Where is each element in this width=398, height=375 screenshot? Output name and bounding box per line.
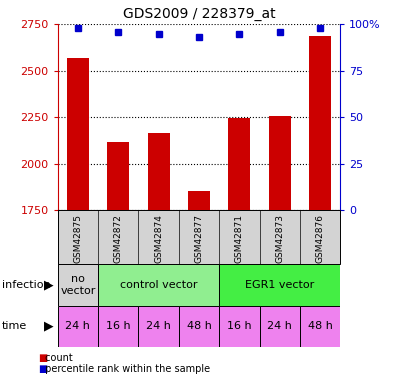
Text: EGR1 vector: EGR1 vector — [245, 280, 314, 290]
Bar — [309, 36, 331, 210]
Text: GSM42871: GSM42871 — [235, 214, 244, 263]
Text: GSM42877: GSM42877 — [195, 214, 203, 263]
Text: ▶: ▶ — [44, 320, 54, 333]
Text: count: count — [42, 353, 72, 363]
Text: 24 h: 24 h — [267, 321, 292, 331]
Text: time: time — [2, 321, 27, 331]
Bar — [300, 306, 340, 347]
Bar — [188, 190, 210, 210]
Text: ■: ■ — [38, 364, 47, 374]
Bar — [107, 142, 129, 210]
Text: ■: ■ — [38, 353, 47, 363]
Bar — [219, 306, 259, 347]
Text: 16 h: 16 h — [106, 321, 131, 331]
Text: 48 h: 48 h — [187, 321, 211, 331]
Bar — [98, 306, 139, 347]
Text: control vector: control vector — [120, 280, 197, 290]
Text: 48 h: 48 h — [308, 321, 333, 331]
Bar — [148, 133, 170, 210]
Text: GSM42875: GSM42875 — [73, 214, 82, 263]
Text: GSM42873: GSM42873 — [275, 214, 284, 263]
Text: GSM42874: GSM42874 — [154, 214, 163, 263]
Text: 24 h: 24 h — [65, 321, 90, 331]
Bar — [219, 264, 340, 306]
Bar — [228, 118, 250, 210]
Text: 24 h: 24 h — [146, 321, 171, 331]
Text: GSM42876: GSM42876 — [316, 214, 325, 263]
Bar — [67, 58, 89, 210]
Bar — [259, 306, 300, 347]
Bar — [139, 306, 179, 347]
Text: ▶: ▶ — [44, 279, 54, 291]
Title: GDS2009 / 228379_at: GDS2009 / 228379_at — [123, 7, 275, 21]
Text: percentile rank within the sample: percentile rank within the sample — [42, 364, 210, 374]
Bar — [58, 264, 98, 306]
Bar — [58, 306, 98, 347]
Bar — [269, 116, 291, 210]
Bar — [179, 306, 219, 347]
Text: infection: infection — [2, 280, 51, 290]
Text: no
vector: no vector — [60, 274, 96, 296]
Text: GSM42872: GSM42872 — [114, 214, 123, 263]
Text: 16 h: 16 h — [227, 321, 252, 331]
Bar — [98, 264, 219, 306]
